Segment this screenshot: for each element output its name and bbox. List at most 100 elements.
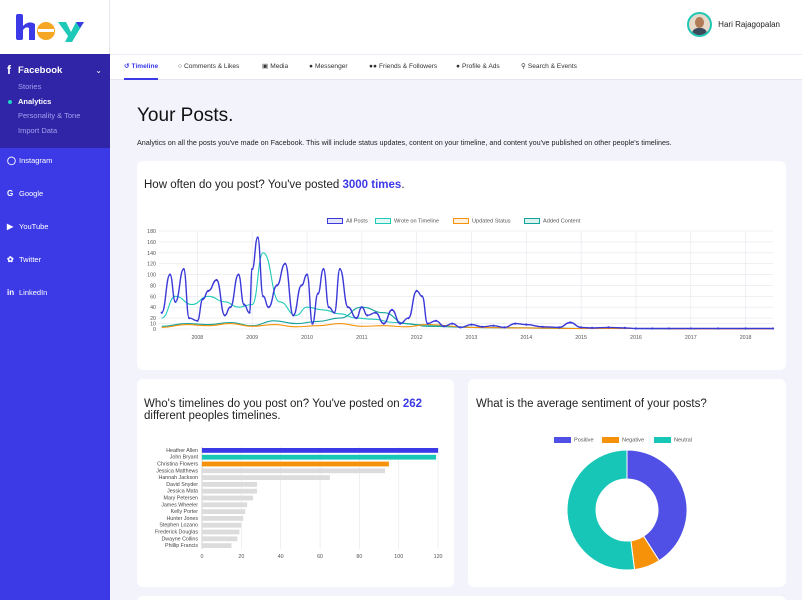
sidebar-subitem-import-data[interactable]: Import Data: [18, 125, 58, 135]
x-tick-label: 2008: [191, 335, 203, 341]
data-point: [366, 314, 369, 317]
legend-wrote-on-timeline[interactable]: Wrote on Timeline: [375, 218, 439, 224]
data-point: [338, 268, 341, 271]
category-label: Hunter Jones: [166, 516, 198, 522]
hey-logo: [16, 14, 84, 42]
data-point: [316, 292, 320, 295]
sidebar-item-google[interactable]: G Google: [0, 186, 110, 200]
data-point: [237, 273, 240, 276]
instagram-icon: ◯: [7, 155, 16, 165]
posts-card-title: How often do you post? You've posted 300…: [144, 179, 405, 191]
user-name[interactable]: Hari Rajagopalan: [718, 20, 780, 29]
tab-bar: ↺ Timeline ○ Comments & Likes ▣ Media ● Mess…: [110, 54, 802, 80]
data-point: [607, 326, 610, 329]
tab-label: Timeline: [131, 63, 159, 70]
sidebar-item-youtube[interactable]: ▶ YouTube: [0, 219, 110, 233]
legend-neutral[interactable]: Neutral: [654, 437, 692, 443]
title-text: Who's timelines do you post on? You've p…: [144, 398, 403, 410]
data-point: [267, 306, 270, 309]
legend-negative[interactable]: Negative: [602, 437, 644, 443]
tab-profile-ads[interactable]: ● Profile & Ads: [456, 55, 500, 80]
tab-label: Search & Events: [527, 63, 577, 70]
sidebar-subitem-analytics[interactable]: Analytics: [0, 95, 110, 110]
category-label: Jessica Matthews: [156, 468, 198, 474]
user-menu[interactable]: Hari Rajagopalan: [687, 12, 780, 37]
data-point: [248, 311, 251, 314]
data-point: [305, 273, 309, 276]
data-point: [717, 327, 720, 330]
legend-label: Neutral: [674, 437, 693, 444]
tab-timeline[interactable]: ↺ Timeline: [124, 55, 159, 80]
x-tick-label: 2014: [520, 335, 532, 341]
sidebar-item-label: LinkedIn: [19, 287, 48, 297]
x-tick-label: 60: [317, 554, 323, 560]
sidebar-subitem-stories[interactable]: Stories: [18, 82, 42, 91]
category-label: John Bryant: [170, 455, 199, 461]
users-icon: ●●: [369, 63, 377, 70]
x-tick-label: 2018: [740, 335, 752, 341]
data-point: [421, 295, 424, 298]
bar: [202, 543, 232, 548]
y-tick-label: 20: [150, 316, 156, 322]
data-point: [689, 327, 692, 330]
avatar[interactable]: [687, 12, 713, 37]
data-point: [443, 325, 446, 328]
legend-all-posts[interactable]: All Posts: [327, 218, 368, 224]
legend-updated-status[interactable]: Updated Status: [453, 218, 511, 224]
facebook-icon: f: [7, 63, 11, 77]
x-tick-label: 0: [201, 554, 204, 560]
y-tick-label: 140: [147, 251, 156, 257]
x-tick-label: 100: [394, 554, 403, 560]
category-label: Christina Flowers: [157, 461, 198, 467]
tab-friends-followers[interactable]: ●● Friends & Followers: [369, 55, 437, 80]
data-point: [426, 322, 429, 325]
slice-positive: [626, 449, 688, 562]
x-tick-label: 2011: [356, 335, 367, 341]
tab-label: Media: [270, 63, 289, 70]
data-point: [333, 311, 336, 314]
sidebar-item-facebook[interactable]: f Facebook ⌄: [0, 63, 110, 77]
legend-label: Added Content: [543, 218, 581, 225]
y-tick-label: 180: [147, 229, 156, 235]
category-label: Heather Allen: [166, 448, 198, 454]
category-label: David Snyder: [166, 482, 198, 488]
title-suffix: .: [401, 179, 405, 191]
data-point: [470, 323, 473, 326]
x-tick-label: 2016: [630, 335, 642, 341]
page-description: Analytics on all the posts you've made o…: [137, 138, 672, 147]
tab-search-events[interactable]: ⚲ Search & Events: [521, 55, 577, 80]
tab-label: Comments & Likes: [183, 63, 240, 70]
data-point: [174, 300, 177, 303]
data-point: [207, 289, 210, 292]
legend-label: Negative: [622, 437, 645, 444]
sidebar: f Facebook ⌄ Stories Analytics Personali…: [0, 0, 110, 600]
post-count: 3000 times: [342, 179, 402, 191]
category-label: Jessica Mata: [167, 489, 198, 495]
sidebar-item-label: Facebook: [18, 64, 63, 76]
sidebar-item-label: Twitter: [19, 254, 42, 264]
category-label: Dwayne Collins: [161, 536, 198, 542]
legend-added-content[interactable]: Added Content: [524, 218, 580, 224]
sentiment-card-title: What is the average sentiment of your po…: [476, 398, 707, 410]
tab-media[interactable]: ▣ Media: [262, 55, 288, 80]
sidebar-item-label: YouTube: [19, 221, 49, 231]
sentiment-doughnut-chart[interactable]: [468, 379, 786, 587]
sidebar-subitem-personality[interactable]: Personality & Tone: [18, 111, 81, 120]
sidebar-item-linkedin[interactable]: in LinkedIn: [0, 285, 110, 299]
category-label: Mary Petersen: [164, 495, 198, 501]
sidebar-item-twitter[interactable]: ✿ Twitter: [0, 252, 110, 266]
tab-comments-likes[interactable]: ○ Comments & Likes: [178, 55, 239, 80]
data-point: [251, 268, 254, 271]
sidebar-item-instagram[interactable]: ◯ Instagram: [0, 153, 110, 167]
data-point: [275, 284, 278, 287]
tab-messenger[interactable]: ● Messenger: [309, 55, 348, 80]
legend-positive[interactable]: Positive: [554, 437, 594, 443]
sentiment-card: What is the average sentiment of your po…: [468, 379, 786, 587]
x-tick-label: 2015: [575, 335, 587, 341]
data-point: [262, 295, 265, 298]
bar: [202, 461, 389, 467]
y-tick-label: 60: [150, 294, 156, 300]
logo[interactable]: [0, 0, 110, 54]
